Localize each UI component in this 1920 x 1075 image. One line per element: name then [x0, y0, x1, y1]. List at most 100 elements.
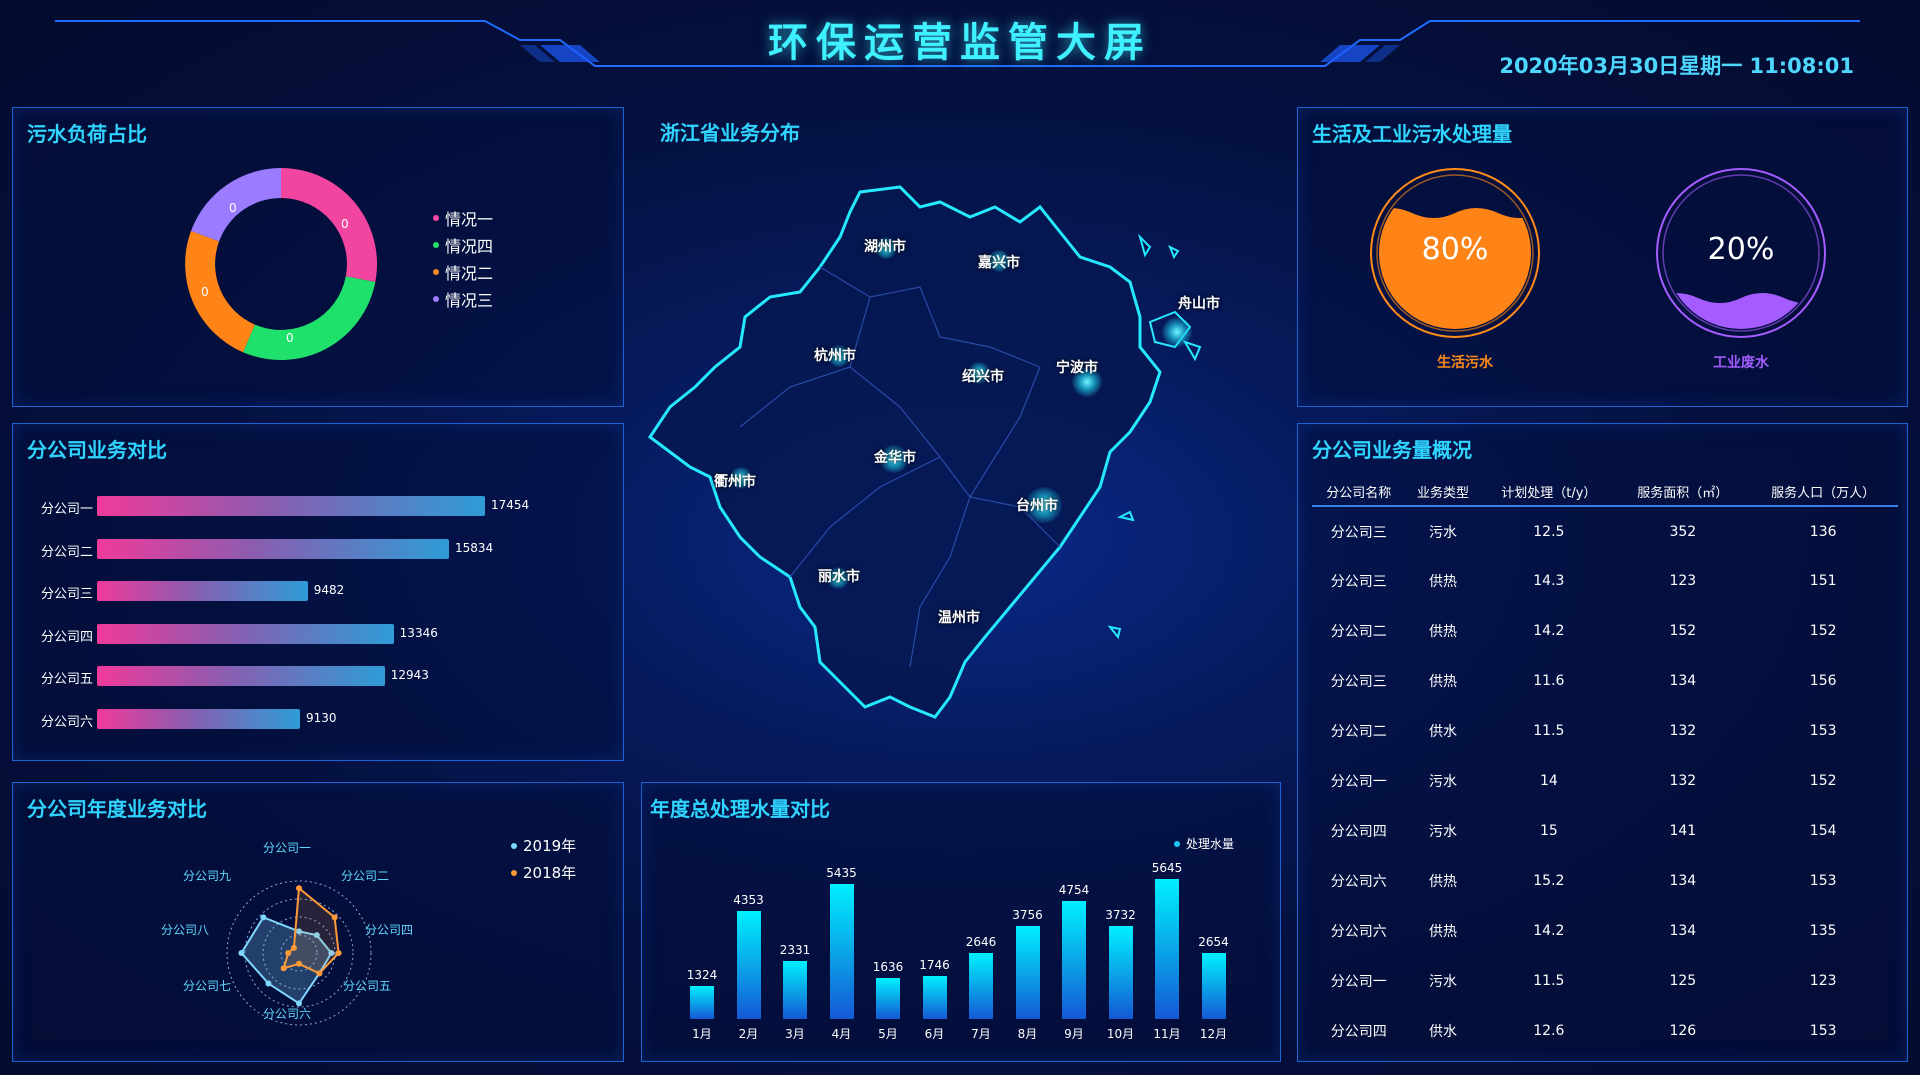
table-row[interactable]: 分公司二 供热 14.2 152 152	[1312, 606, 1898, 656]
water-legend[interactable]: 处理水量	[1174, 835, 1234, 852]
annual-legend-2018[interactable]: 2018年	[511, 862, 576, 883]
bar[interactable]	[829, 884, 854, 1019]
bar[interactable]	[922, 975, 947, 1019]
table-body: 分公司三 污水 12.5 352 136 分公司三 供热 14.3 123 151 分公司二 供热 14…	[1312, 506, 1898, 1056]
bar-row: 分公司四 13346	[13, 622, 613, 646]
bar[interactable]	[97, 496, 485, 516]
legend-label: 情况一	[445, 210, 494, 229]
donut-slice-2[interactable]	[185, 231, 255, 353]
bar[interactable]	[97, 708, 300, 729]
legend-label: 情况三	[445, 291, 494, 310]
radar-point[interactable]	[296, 1000, 302, 1007]
table-row[interactable]: 分公司六 供热 15.2 134 153	[1312, 856, 1898, 906]
map-dot-shaoxing[interactable]	[968, 362, 990, 384]
radar-point[interactable]	[335, 950, 342, 956]
radar-point[interactable]	[331, 914, 338, 921]
table-row[interactable]: 分公司三 供热 11.6 134 156	[1312, 656, 1898, 706]
bar[interactable]	[1015, 925, 1040, 1019]
table-row[interactable]: 分公司六 供热 14.2 134 135	[1312, 906, 1898, 956]
col-header[interactable]: 服务面积（㎡）	[1617, 478, 1749, 507]
company-biz-panel-title: 分公司业务对比	[27, 438, 167, 462]
load-legend-3[interactable]: 情况二	[433, 260, 493, 284]
table-cell: 11.6	[1533, 673, 1565, 689]
map-dot-jiaxing[interactable]	[988, 250, 1010, 272]
col-header[interactable]: 计划处理（t/y）	[1480, 478, 1618, 507]
radar-point[interactable]	[313, 932, 320, 939]
bar-value-label: 5435	[826, 866, 857, 881]
radar-point[interactable]	[265, 980, 272, 987]
col-header[interactable]: 业务类型	[1405, 478, 1481, 507]
bar-value-label: 13346	[399, 625, 438, 640]
load-legend-1[interactable]: 情况一	[433, 206, 493, 230]
bar-category-label: 分公司五	[41, 672, 94, 687]
table-cell: 126	[1669, 1023, 1697, 1039]
bar[interactable]	[1062, 901, 1086, 1019]
map-label-jinhua: 金华市	[874, 450, 916, 466]
bar[interactable]	[1201, 953, 1226, 1019]
donut-label-4: 0	[286, 331, 294, 345]
table-row[interactable]: 分公司四 供水 12.6 126 153	[1312, 1006, 1898, 1056]
bar[interactable]	[97, 666, 385, 686]
load-legend-4[interactable]: 情况三	[433, 287, 493, 311]
table-row[interactable]: 分公司一 污水 14 132 152	[1312, 756, 1898, 806]
table-row[interactable]: 分公司四 污水 15 141 154	[1312, 806, 1898, 856]
bar[interactable]	[690, 986, 714, 1019]
radar-point[interactable]	[296, 960, 302, 967]
bar[interactable]	[783, 961, 807, 1019]
bar-value-label: 2654	[1198, 935, 1229, 950]
donut-slice-3[interactable]	[191, 168, 281, 242]
month-label: 5月	[878, 1027, 898, 1041]
map-label-quzhou: 衢州市	[714, 474, 756, 490]
annual-legend-2019[interactable]: 2019年	[511, 835, 576, 856]
bar[interactable]	[97, 581, 308, 601]
table-cell: 156	[1809, 673, 1837, 689]
table-row[interactable]: 分公司二 供水 11.5 132 153	[1312, 706, 1898, 756]
bar[interactable]	[876, 978, 900, 1019]
map-dot-zhoushan[interactable]	[1162, 317, 1192, 347]
map-dot-hangzhou[interactable]	[828, 345, 850, 367]
table-cell: 153	[1809, 723, 1837, 739]
map-dot-ningbo[interactable]	[1072, 367, 1102, 397]
col-header[interactable]: 分公司名称	[1312, 478, 1406, 507]
donut-label-3: 0	[229, 201, 237, 215]
radar-point[interactable]	[285, 950, 292, 956]
map-dot-jinhua[interactable]	[880, 445, 908, 473]
table-cell: 14.3	[1533, 573, 1565, 589]
radar-point[interactable]	[260, 914, 267, 921]
radar-point[interactable]	[290, 944, 297, 951]
bar[interactable]	[97, 538, 449, 559]
col-header[interactable]: 服务人口（万人）	[1748, 478, 1898, 507]
radar-point[interactable]	[238, 950, 245, 956]
map-dot-quzhou[interactable]	[730, 467, 752, 489]
table-row[interactable]: 分公司三 供热 14.3 123 151	[1312, 556, 1898, 606]
table-cell: 152	[1809, 773, 1837, 789]
bar[interactable]	[969, 953, 993, 1019]
donut-slice-4[interactable]	[243, 276, 376, 361]
map-dot-lishui[interactable]	[827, 567, 849, 589]
zhejiang-map	[647, 185, 1202, 719]
month-label: 11月	[1153, 1027, 1181, 1041]
radar-point[interactable]	[316, 970, 323, 977]
bar[interactable]	[97, 623, 394, 644]
table-cell: 污水	[1428, 824, 1457, 840]
table-cell: 分公司二	[1330, 724, 1387, 740]
table-row[interactable]: 分公司一 污水 11.5 125 123	[1312, 956, 1898, 1006]
radar-point[interactable]	[328, 950, 335, 956]
bar-category-label: 分公司六	[41, 714, 94, 730]
table-row[interactable]: 分公司三 污水 12.5 352 136	[1312, 506, 1898, 556]
gauge-domestic-water	[1379, 208, 1531, 329]
load-legend-2[interactable]: 情况四	[433, 233, 493, 257]
radar-point[interactable]	[280, 965, 287, 972]
legend-dot	[433, 269, 439, 275]
map-dot-huzhou[interactable]	[875, 237, 897, 259]
bar[interactable]	[1108, 926, 1133, 1019]
map-dot-taizhou[interactable]	[1026, 487, 1062, 523]
map-title: 浙江省业务分布	[660, 121, 800, 145]
radar-point[interactable]	[296, 928, 302, 935]
bar[interactable]	[1155, 879, 1179, 1019]
bar[interactable]	[736, 911, 761, 1019]
radar-point[interactable]	[296, 885, 302, 892]
donut-slice-1[interactable]	[281, 168, 378, 282]
bar-value-label: 1636	[872, 960, 904, 975]
table-cell: 分公司四	[1330, 824, 1387, 840]
